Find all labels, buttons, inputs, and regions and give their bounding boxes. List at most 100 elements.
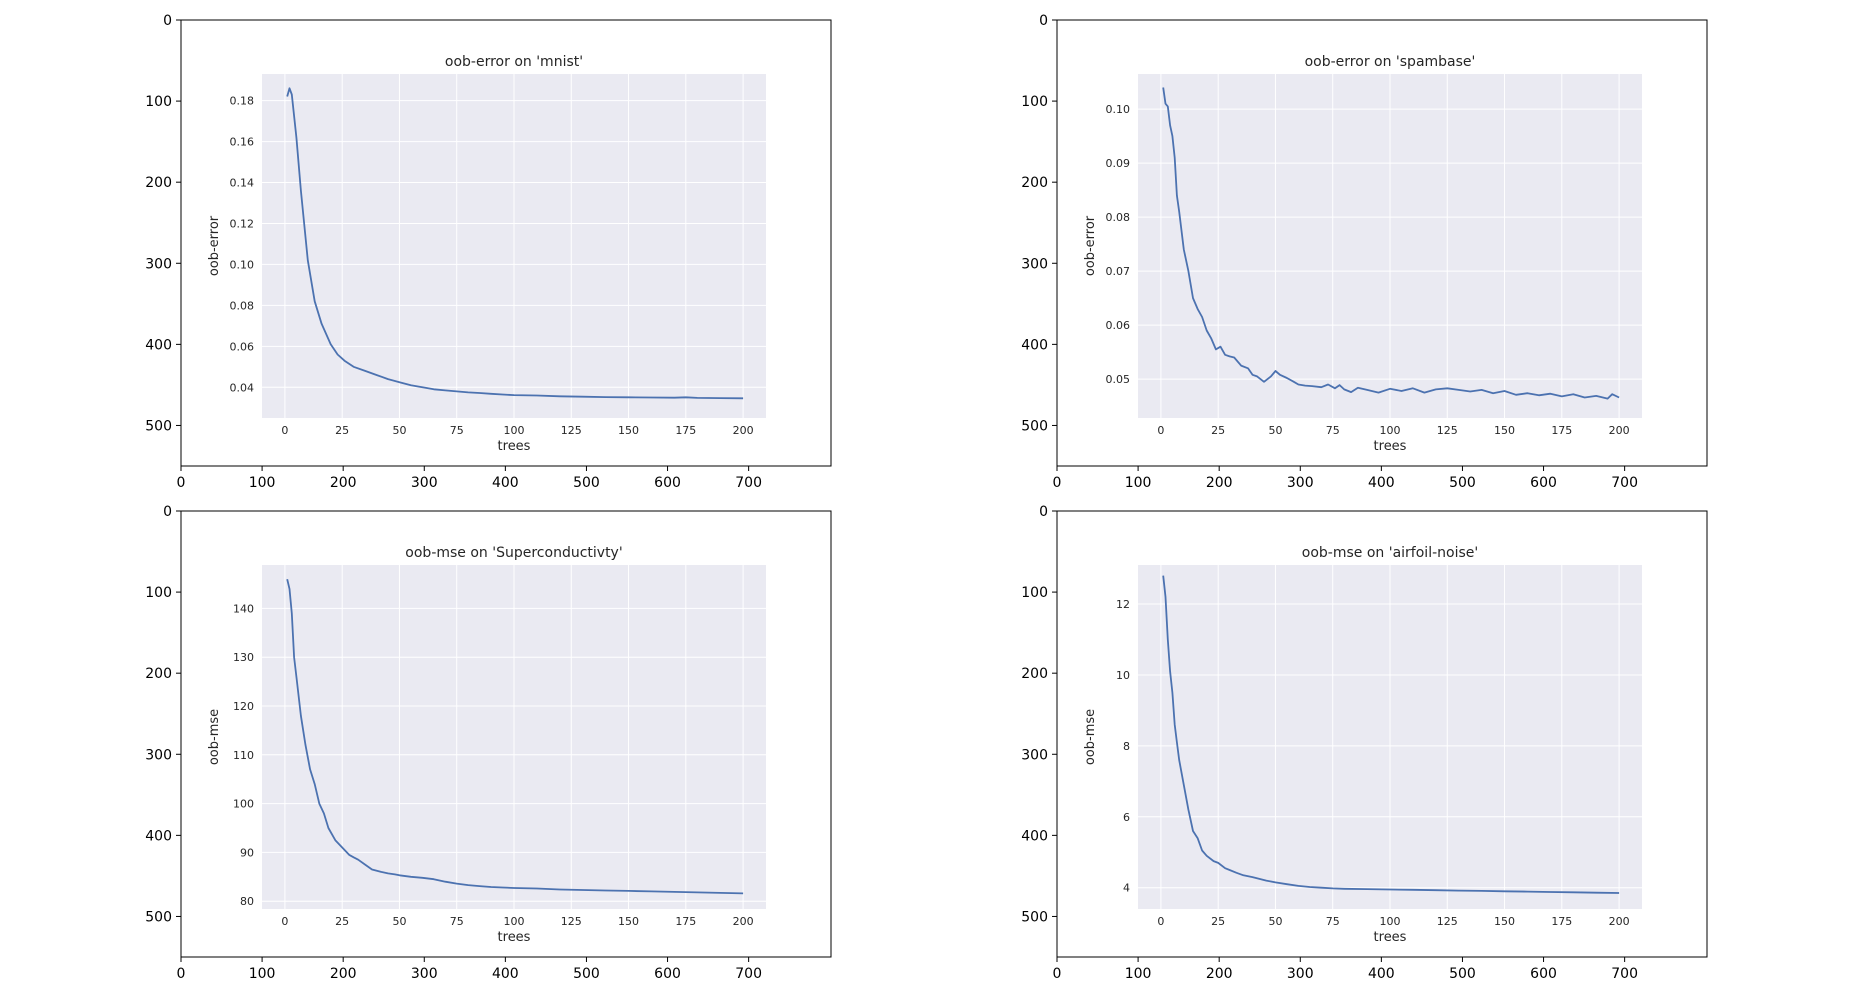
x-tick-label: 75 <box>450 424 464 437</box>
x-axis-label: trees <box>1374 930 1407 945</box>
outer-y-tick-label: 400 <box>1021 337 1048 353</box>
x-tick-label: 175 <box>1551 424 1572 437</box>
x-tick-label: 200 <box>733 424 754 437</box>
outer-y-tick-label: 0 <box>1039 13 1048 29</box>
chart-title: oob-mse on 'Superconductivty' <box>405 545 622 561</box>
y-tick-label: 0.07 <box>1106 265 1131 278</box>
x-tick-label: 150 <box>1494 424 1515 437</box>
y-tick-label: 0.04 <box>230 381 255 394</box>
outer-x-tick-label: 700 <box>1611 475 1638 491</box>
x-tick-label: 25 <box>1211 424 1225 437</box>
y-tick-label: 80 <box>240 895 254 908</box>
outer-x-tick-label: 300 <box>1287 475 1314 491</box>
outer-x-tick-label: 500 <box>573 475 600 491</box>
outer-x-tick-label: 300 <box>411 966 438 982</box>
y-tick-label: 12 <box>1116 598 1130 611</box>
y-tick-label: 0.06 <box>1106 319 1131 332</box>
chart-title: oob-error on 'mnist' <box>445 54 583 70</box>
outer-y-tick-label: 0 <box>163 13 172 29</box>
y-tick-label: 0.09 <box>1106 157 1131 170</box>
outer-x-tick-label: 600 <box>1530 475 1557 491</box>
y-tick-label: 0.16 <box>230 136 255 149</box>
outer-y-tick-label: 300 <box>145 747 172 763</box>
outer-x-tick-label: 600 <box>654 475 681 491</box>
outer-y-tick-label: 400 <box>145 828 172 844</box>
outer-y-tick-label: 500 <box>145 909 172 925</box>
x-tick-label: 175 <box>1551 915 1572 928</box>
outer-y-tick-label: 100 <box>1021 585 1048 601</box>
y-tick-label: 90 <box>240 846 254 859</box>
x-tick-label: 50 <box>392 424 406 437</box>
y-tick-label: 0.06 <box>230 340 255 353</box>
x-tick-label: 0 <box>281 915 288 928</box>
outer-y-tick-label: 200 <box>145 666 172 682</box>
chart-title: oob-mse on 'airfoil-noise' <box>1302 545 1478 561</box>
outer-y-tick-label: 100 <box>1021 94 1048 110</box>
x-tick-label: 150 <box>1494 915 1515 928</box>
outer-x-tick-label: 100 <box>249 966 276 982</box>
outer-x-tick-label: 200 <box>1206 475 1233 491</box>
outer-x-tick-label: 0 <box>1053 966 1062 982</box>
y-tick-label: 130 <box>233 651 254 664</box>
outer-x-tick-label: 500 <box>573 966 600 982</box>
x-tick-label: 100 <box>1380 424 1401 437</box>
y-axis-label: oob-error <box>1083 215 1098 276</box>
outer-y-tick-label: 200 <box>1021 666 1048 682</box>
x-tick-label: 175 <box>675 424 696 437</box>
outer-x-tick-label: 600 <box>654 966 681 982</box>
x-axis-label: trees <box>498 930 531 945</box>
y-tick-label: 0.12 <box>230 217 255 230</box>
x-tick-label: 150 <box>618 424 639 437</box>
x-tick-label: 75 <box>450 915 464 928</box>
y-tick-label: 0.08 <box>230 299 255 312</box>
x-tick-label: 75 <box>1326 915 1340 928</box>
x-tick-label: 0 <box>1157 915 1164 928</box>
y-axis-label: oob-mse <box>1083 709 1098 765</box>
subplot-1: 0 100 200 300 400 500 600 700 0 100 200 300 400 500 0 2… <box>145 13 832 491</box>
outer-x-tick-label: 700 <box>1611 966 1638 982</box>
outer-y-tick-label: 300 <box>1021 747 1048 763</box>
y-tick-label: 0.10 <box>1106 103 1131 116</box>
x-tick-label: 0 <box>281 424 288 437</box>
outer-y-tick-label: 200 <box>145 175 172 191</box>
x-tick-label: 125 <box>561 424 582 437</box>
y-tick-label: 120 <box>233 700 254 713</box>
outer-x-tick-label: 300 <box>411 475 438 491</box>
y-tick-label: 10 <box>1116 669 1130 682</box>
outer-x-tick-label: 300 <box>1287 966 1314 982</box>
series-line <box>1162 87 1620 400</box>
outer-x-tick-label: 400 <box>1368 475 1395 491</box>
subplot-2: 0 100 200 300 400 500 600 700 0 100 200 300 400 500 0 2… <box>1021 13 1708 491</box>
x-tick-label: 125 <box>561 915 582 928</box>
outer-y-tick-label: 500 <box>145 418 172 434</box>
outer-x-tick-label: 100 <box>1125 966 1152 982</box>
outer-x-tick-label: 200 <box>330 966 357 982</box>
y-tick-label: 110 <box>233 749 254 762</box>
outer-x-tick-label: 0 <box>177 966 186 982</box>
y-tick-label: 0.14 <box>230 177 255 190</box>
x-tick-label: 50 <box>392 915 406 928</box>
outer-y-tick-label: 500 <box>1021 418 1048 434</box>
y-tick-label: 0.08 <box>1106 211 1131 224</box>
y-tick-label: 0.18 <box>230 95 255 108</box>
outer-x-tick-label: 400 <box>492 966 519 982</box>
y-tick-label: 0.10 <box>230 258 255 271</box>
x-tick-label: 150 <box>618 915 639 928</box>
y-tick-label: 6 <box>1123 811 1130 824</box>
outer-x-tick-label: 400 <box>492 475 519 491</box>
outer-x-tick-label: 100 <box>249 475 276 491</box>
outer-x-tick-label: 500 <box>1449 475 1476 491</box>
x-tick-label: 125 <box>1437 424 1458 437</box>
y-tick-label: 100 <box>233 798 254 811</box>
x-tick-label: 200 <box>733 915 754 928</box>
outer-x-tick-label: 0 <box>1053 475 1062 491</box>
subplot-3: 0 100 200 300 400 500 600 700 0 100 200 300 400 500 0 2… <box>145 504 832 982</box>
y-tick-label: 4 <box>1123 882 1130 895</box>
x-tick-label: 200 <box>1609 424 1630 437</box>
series-line <box>286 87 744 400</box>
outer-y-tick-label: 500 <box>1021 909 1048 925</box>
outer-x-tick-label: 0 <box>177 475 186 491</box>
x-tick-label: 25 <box>335 424 349 437</box>
outer-y-tick-label: 0 <box>163 504 172 520</box>
x-axis-label: trees <box>1374 439 1407 454</box>
